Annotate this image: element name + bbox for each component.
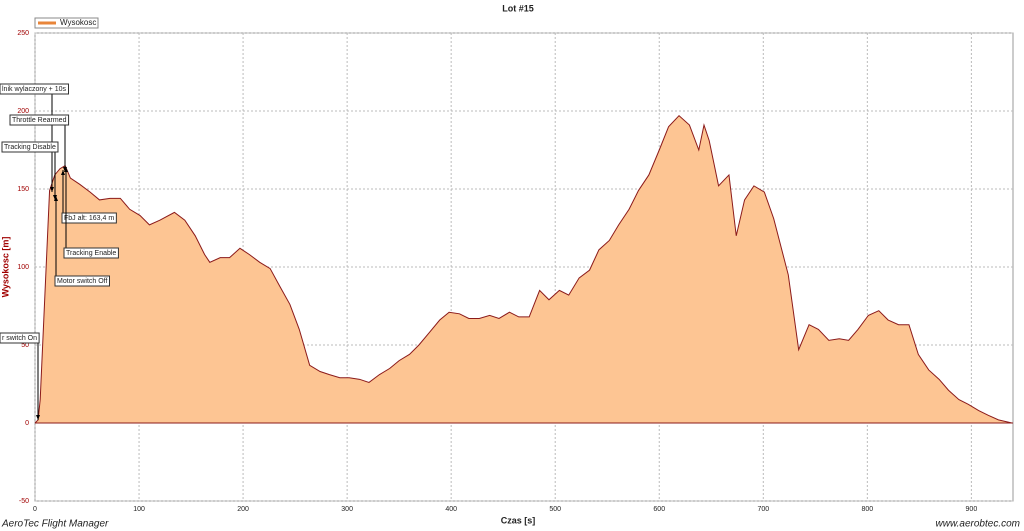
- y-tick-label: 150: [17, 186, 29, 193]
- annotation-box: [1, 141, 59, 153]
- y-tick-label: 0: [25, 420, 29, 427]
- annotation-label: Motor switch Off: [57, 278, 107, 285]
- x-tick-label: 700: [757, 506, 769, 513]
- x-tick-label: 100: [133, 506, 145, 513]
- x-tick-label: 0: [33, 506, 37, 513]
- x-tick-label: 500: [549, 506, 561, 513]
- arrow-head: [54, 196, 58, 201]
- footer-left: AeroTec Flight Manager: [1, 519, 109, 530]
- annotation-box: [0, 332, 40, 344]
- area-fill: [35, 115, 1012, 424]
- arrow-head: [50, 187, 54, 192]
- x-axis-label: Czas [s]: [501, 515, 536, 525]
- y-tick-label: 100: [17, 264, 29, 271]
- annotation-label: lnik wylaczony + 10s: [2, 86, 67, 93]
- annotation-label: r switch On: [2, 335, 37, 342]
- annotation-label: Tracking Enable: [66, 250, 116, 257]
- annotation-label: Throttle Rearmed: [12, 117, 67, 124]
- annotation-box: [61, 212, 117, 224]
- annotation-box: [54, 275, 110, 287]
- arrow-head: [61, 170, 65, 175]
- footer-right: www.aerobtec.com: [936, 519, 1020, 530]
- x-tick-label: 900: [966, 506, 978, 513]
- line: [34, 114, 1013, 424]
- x-tick-label: 600: [653, 506, 665, 513]
- arrow-head: [36, 415, 40, 420]
- annotation-box: [0, 83, 70, 95]
- x-tick-label: 200: [237, 506, 249, 513]
- legend-label: Wysokosc: [60, 18, 96, 27]
- annotation-label: Tracking Disable: [4, 144, 56, 151]
- x-tick-label: 800: [861, 506, 873, 513]
- chart-title: Lot #15: [502, 3, 534, 13]
- annotation-box: [63, 247, 119, 259]
- y-axis-label: Wysokosc [m]: [0, 237, 10, 298]
- arrow-head: [64, 167, 68, 172]
- x-tick-label: 300: [341, 506, 353, 513]
- y-tick-label: 250: [17, 30, 29, 37]
- y-tick-label: -50: [19, 498, 29, 505]
- legend-box: [34, 17, 99, 29]
- annotation-box: [9, 114, 70, 126]
- annotation-label: FbJ alt: 163,4 m: [64, 215, 114, 222]
- x-tick-label: 400: [445, 506, 457, 513]
- y-tick-label: 200: [17, 108, 29, 115]
- y-tick-label: 50: [21, 342, 29, 349]
